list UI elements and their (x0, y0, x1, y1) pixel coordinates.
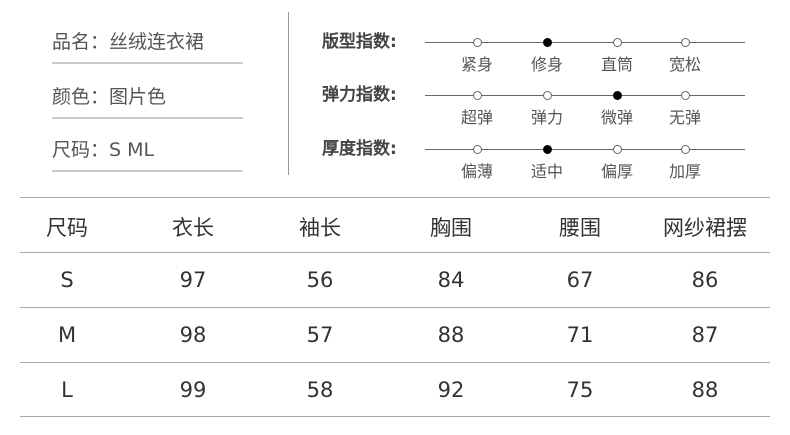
table-header: 腰围 (559, 216, 601, 240)
index-option: 紧身 (460, 55, 493, 74)
table-cell: 58 (306, 378, 334, 402)
table-cell: 86 (691, 268, 719, 292)
table-cell: 97 (179, 268, 207, 292)
option-dot (681, 145, 690, 154)
table-cell: 84 (437, 268, 465, 292)
option-dot (613, 38, 622, 47)
info-label: 颜色： (52, 86, 110, 108)
option-dot (473, 38, 482, 47)
table-cell: M (57, 323, 77, 347)
index-option: 无弹 (668, 108, 701, 127)
info-row: 尺码：S ML (52, 138, 243, 172)
option-dot (543, 91, 552, 100)
index-scale-line (425, 95, 745, 96)
table-cell: 92 (437, 378, 465, 402)
index-option: 微弹 (600, 108, 633, 127)
index-option: 偏薄 (460, 162, 493, 181)
table-header: 胸围 (430, 216, 472, 240)
table-cell: 88 (691, 378, 719, 402)
table-cell: 88 (437, 323, 465, 347)
table-header: 尺码 (46, 216, 88, 240)
index-label: 版型指数: (322, 32, 397, 52)
index-option: 弹力 (530, 108, 563, 127)
table-cell: 75 (566, 378, 594, 402)
info-value: 图片色 (109, 86, 167, 108)
option-dot (473, 91, 482, 100)
table-divider (20, 252, 770, 253)
table-divider (20, 362, 770, 363)
selected-dot (543, 145, 552, 154)
table-cell: L (61, 378, 73, 402)
index-row: 版型指数: 紧身 修身 直筒 宽松 (322, 31, 762, 81)
index-option: 适中 (530, 162, 563, 181)
info-value: 丝绒连衣裙 (109, 31, 205, 53)
info-row: 品名：丝绒连衣裙 (52, 30, 243, 64)
table-header: 网纱裙摆 (663, 216, 747, 240)
index-option: 宽松 (668, 55, 701, 74)
selected-dot (613, 91, 622, 100)
index-option: 直筒 (600, 55, 633, 74)
index-option: 加厚 (668, 162, 701, 181)
table-cell: 56 (306, 268, 334, 292)
table-header: 衣长 (172, 216, 214, 240)
option-dot (681, 91, 690, 100)
table-divider (20, 307, 770, 308)
table-divider (20, 197, 770, 198)
table-cell: 67 (566, 268, 594, 292)
index-label: 弹力指数: (322, 85, 397, 105)
info-row: 颜色：图片色 (52, 85, 243, 119)
divider (288, 12, 289, 175)
table-header: 袖长 (299, 216, 341, 240)
index-row: 厚度指数: 偏薄 适中 偏厚 加厚 (322, 138, 762, 188)
index-option: 偏厚 (600, 162, 633, 181)
table-cell: 87 (691, 323, 719, 347)
table-cell: 99 (179, 378, 207, 402)
index-option: 修身 (530, 55, 563, 74)
table-cell: 71 (566, 323, 594, 347)
index-scale-line (425, 149, 745, 150)
index-scale-line (425, 42, 745, 43)
option-dot (473, 145, 482, 154)
table-cell: 98 (179, 323, 207, 347)
info-label: 尺码： (52, 139, 110, 161)
table-divider (20, 416, 770, 417)
option-dot (613, 145, 622, 154)
info-value: S ML (109, 139, 155, 161)
selected-dot (543, 38, 552, 47)
table-cell: 57 (306, 323, 334, 347)
table-cell: S (60, 268, 74, 292)
info-label: 品名： (52, 31, 110, 53)
index-row: 弹力指数: 超弹 弹力 微弹 无弹 (322, 84, 762, 134)
option-dot (681, 38, 690, 47)
index-label: 厚度指数: (322, 139, 397, 159)
index-option: 超弹 (460, 108, 493, 127)
